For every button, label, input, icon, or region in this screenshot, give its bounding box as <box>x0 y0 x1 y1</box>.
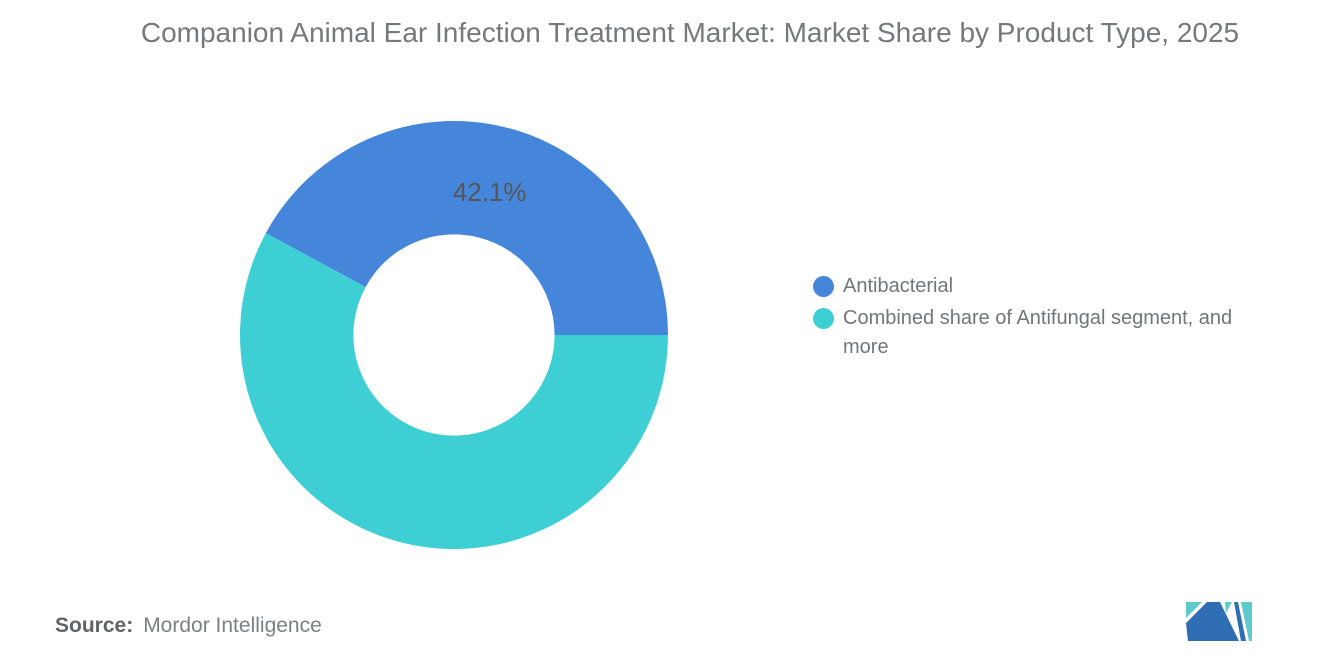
legend-label: Combined share of Antifungal segment, an… <box>843 307 1233 358</box>
logo-m-icon <box>1186 602 1252 641</box>
chart-legend: Antibacterial Combined share of Antifung… <box>813 272 1258 365</box>
donut-slice-0 <box>265 121 668 335</box>
slice-value-label: 42.1% <box>453 177 527 207</box>
source-label: Source: <box>55 614 134 637</box>
donut-slice-1 <box>240 233 668 549</box>
legend-item-antibacterial: Antibacterial <box>813 272 1258 301</box>
legend-item-antifungal-combined: Combined share of Antifungal segment, an… <box>813 304 1258 362</box>
legend-label: Antibacterial <box>843 275 954 297</box>
chart-title: Companion Animal Ear Infection Treatment… <box>140 17 1240 48</box>
source-line: Source: Mordor Intelligence <box>55 614 322 638</box>
mordor-intelligence-logo <box>1186 602 1252 641</box>
legend-marker-icon <box>813 276 834 297</box>
donut-chart-svg: 42.1% <box>240 121 668 549</box>
source-value: Mordor Intelligence <box>143 614 322 637</box>
legend-marker-icon <box>813 308 834 329</box>
donut-chart: 42.1% <box>240 121 668 549</box>
